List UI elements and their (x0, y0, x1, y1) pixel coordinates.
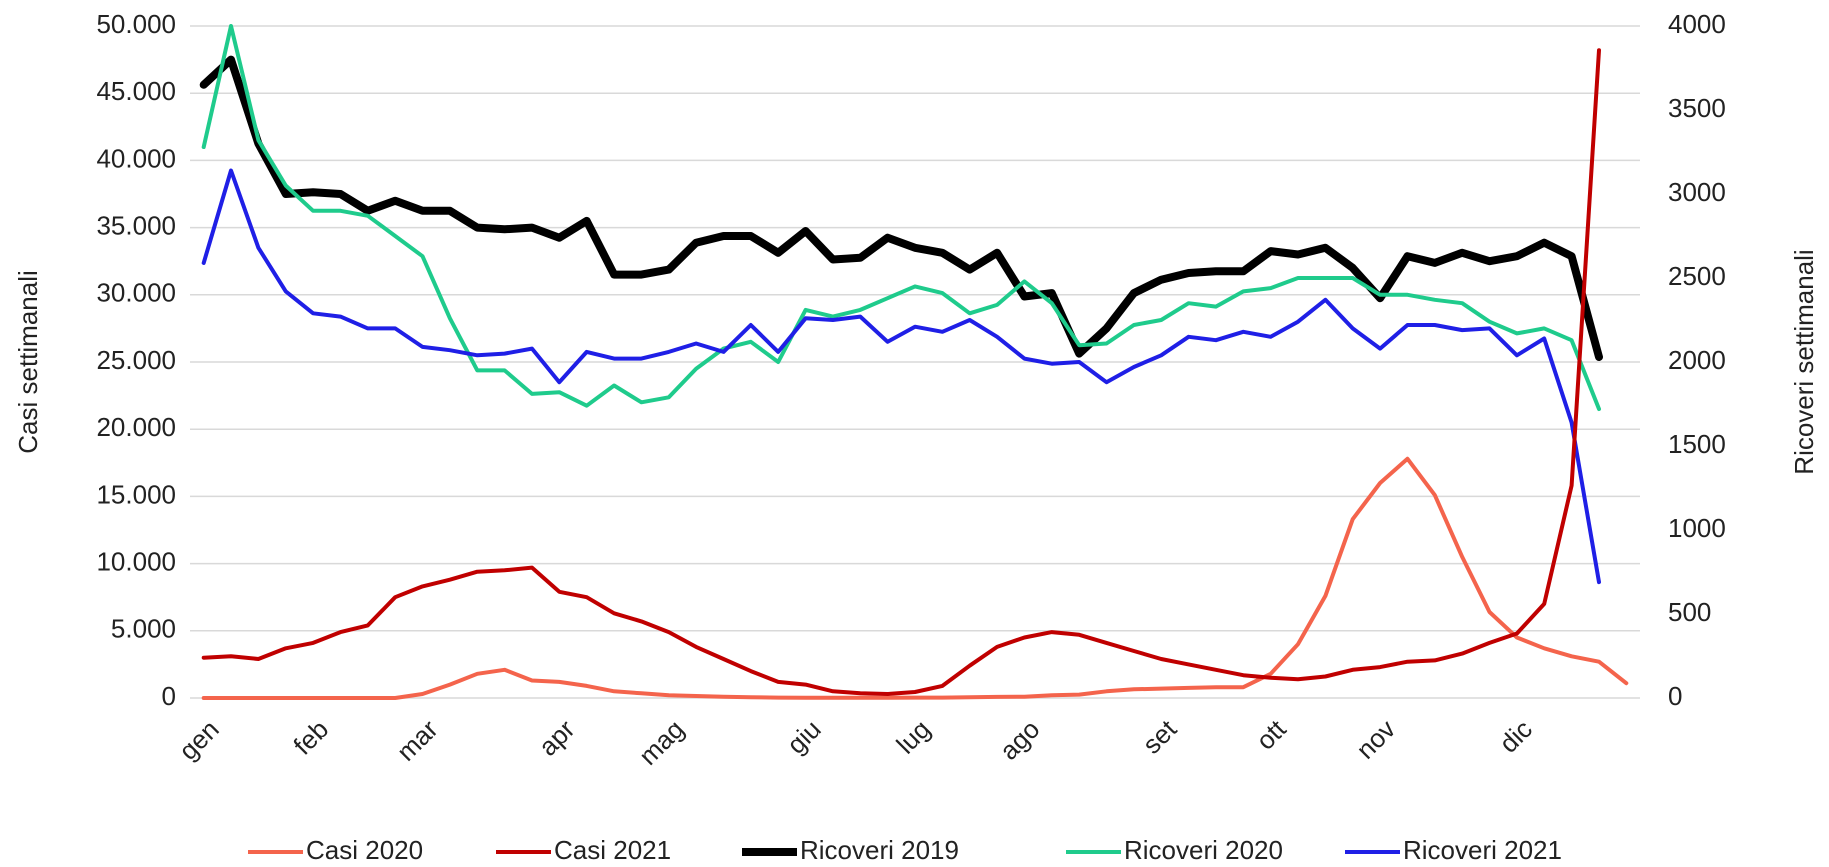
y-tick-label: 20.000 (96, 412, 176, 442)
y-tick-label: 45.000 (96, 76, 176, 106)
series-line (201, 456, 1629, 700)
y2-tick-label: 3500 (1668, 93, 1726, 123)
x-tick-label: dic (1493, 714, 1538, 759)
x-tick-label: lug (890, 714, 936, 760)
x-tick-label: nov (1350, 714, 1401, 765)
x-tick-label: feb (287, 714, 334, 761)
series-line (201, 24, 1601, 411)
y-tick-label: 40.000 (96, 143, 176, 173)
legend-label: Ricoveri 2019 (800, 835, 959, 865)
y2-tick-label: 2500 (1668, 261, 1726, 291)
y2-tick-label: 500 (1668, 597, 1711, 627)
y-tick-label: 35.000 (96, 210, 176, 240)
series-line (199, 55, 1603, 361)
y-tick-label: 30.000 (96, 278, 176, 308)
y-tick-label: 0 (162, 681, 176, 711)
y-tick-label: 15.000 (96, 479, 176, 509)
y2-tick-label: 1500 (1668, 429, 1726, 459)
y-tick-label: 10.000 (96, 546, 176, 576)
legend-label: Casi 2020 (306, 835, 423, 865)
legend-label: Ricoveri 2020 (1124, 835, 1283, 865)
x-tick-label: gen (173, 714, 225, 766)
y2-tick-label: 1000 (1668, 513, 1726, 543)
x-tick-label: set (1137, 713, 1183, 759)
y-tick-label: 25.000 (96, 345, 176, 375)
legend-label: Ricoveri 2021 (1403, 835, 1562, 865)
x-tick-label: mag (633, 714, 690, 771)
series-line (201, 168, 1601, 585)
x-tick-label: mar (391, 714, 444, 767)
y2-tick-label: 4000 (1668, 9, 1726, 39)
x-tick-label: apr (533, 714, 581, 762)
series-line (201, 48, 1601, 696)
y-tick-label: 5.000 (111, 614, 176, 644)
x-tick-label: giu (781, 714, 827, 760)
y2-tick-label: 3000 (1668, 177, 1726, 207)
y2-axis-title: Ricoveri settimanali (1789, 249, 1819, 474)
legend-label: Casi 2021 (554, 835, 671, 865)
x-tick-label: ott (1250, 713, 1292, 755)
y-tick-label: 50.000 (96, 9, 176, 39)
y2-tick-label: 2000 (1668, 345, 1726, 375)
y2-tick-label: 0 (1668, 681, 1682, 711)
y-axis-title: Casi settimanali (13, 270, 43, 454)
x-tick-label: ago (994, 714, 1046, 766)
